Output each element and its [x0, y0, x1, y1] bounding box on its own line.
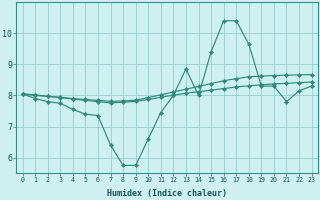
- X-axis label: Humidex (Indice chaleur): Humidex (Indice chaleur): [107, 189, 227, 198]
